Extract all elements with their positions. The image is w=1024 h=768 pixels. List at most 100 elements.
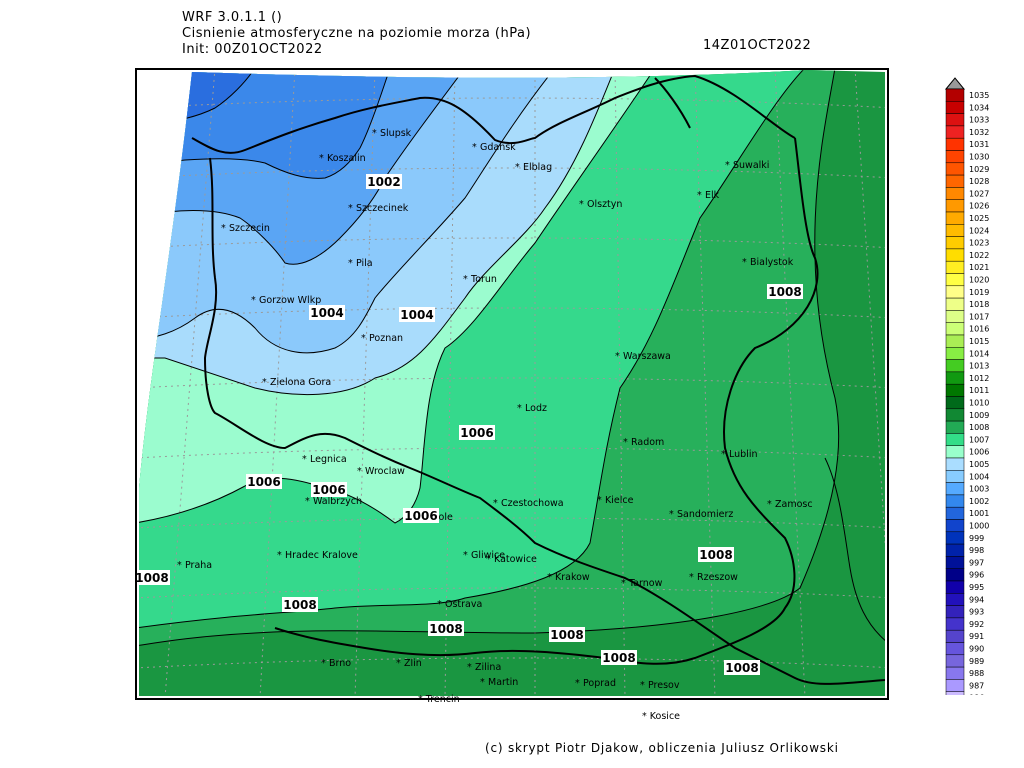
legend-swatch xyxy=(945,273,965,287)
legend-swatch xyxy=(945,174,965,188)
city-koszalin: * Koszalin xyxy=(319,153,366,164)
legend-label: 993 xyxy=(969,608,984,617)
svg-text:1008: 1008 xyxy=(725,661,758,675)
isobar-value-labels: 1002 1004 1004 1006 1006 1006 1006 1008 … xyxy=(137,174,803,675)
legend-swatch xyxy=(945,654,965,668)
legend-swatch xyxy=(945,187,965,200)
legend-swatch xyxy=(945,211,965,225)
svg-text:*: * xyxy=(579,199,584,210)
svg-text:*: * xyxy=(472,142,477,153)
city-elblag: * Elblag xyxy=(515,162,552,173)
city-szczecin: * Szczecin xyxy=(221,223,270,234)
svg-text:*: * xyxy=(721,449,726,460)
legend-label: 1013 xyxy=(969,362,989,371)
city-zielona-gora: * Zielona Gora xyxy=(262,377,331,388)
legend-swatch xyxy=(945,224,965,237)
svg-text:1006: 1006 xyxy=(247,475,280,489)
legend-label: 990 xyxy=(969,645,984,654)
svg-text:Elk: Elk xyxy=(705,190,720,201)
legend-swatch xyxy=(945,642,965,656)
isobar-label: 1008 xyxy=(428,621,464,636)
city-tarnow: * Tarnow xyxy=(621,578,663,589)
svg-text:*: * xyxy=(396,658,401,669)
city-trencin: * Trencin xyxy=(418,694,460,705)
legend-swatch xyxy=(945,556,965,569)
svg-text:1002: 1002 xyxy=(367,175,400,189)
legend-label: 1018 xyxy=(969,300,989,309)
legend-swatch xyxy=(945,88,965,102)
legend-swatch xyxy=(945,297,965,311)
legend-swatch xyxy=(945,506,965,520)
svg-text:Szczecin: Szczecin xyxy=(229,223,270,234)
svg-text:Poznan: Poznan xyxy=(369,333,403,344)
svg-text:*: * xyxy=(372,128,377,139)
svg-text:*: * xyxy=(357,466,362,477)
city-bialystok: * Bialystok xyxy=(742,257,794,268)
city-szczecinek: * Szczecinek xyxy=(348,203,409,214)
isobar-label: 1008 xyxy=(137,570,170,585)
legend-swatch xyxy=(945,137,965,151)
svg-text:*: * xyxy=(348,203,353,214)
city-brno: * Brno xyxy=(321,658,351,669)
city-ostrava: * Ostrava xyxy=(437,599,482,610)
city-presov: * Presov xyxy=(640,680,680,691)
legend-swatch xyxy=(945,629,965,643)
city-poznan: * Poznan xyxy=(361,333,403,344)
city-katowice: * Katowice xyxy=(486,554,537,565)
svg-text:Tarnow: Tarnow xyxy=(628,578,663,589)
svg-text:*: * xyxy=(623,437,628,448)
svg-text:1008: 1008 xyxy=(602,651,635,665)
city-poprad: * Poprad xyxy=(575,678,616,689)
svg-text:*: * xyxy=(177,560,182,571)
credit-line: (c) skrypt Piotr Djakow, obliczenia Juli… xyxy=(485,741,839,755)
legend-swatch xyxy=(945,383,965,397)
model-title: WRF 3.0.1.1 () xyxy=(182,10,283,25)
legend-swatch xyxy=(945,125,965,139)
isobar-label: 1008 xyxy=(549,627,585,642)
svg-text:*: * xyxy=(277,550,282,561)
svg-text:*: * xyxy=(493,498,498,509)
city-zlin: * Zlin xyxy=(396,658,422,669)
city-wroclaw: * Wroclaw xyxy=(357,466,405,477)
svg-text:*: * xyxy=(767,499,772,510)
svg-text:Suwalki: Suwalki xyxy=(733,160,769,171)
svg-text:*: * xyxy=(302,454,307,465)
legend-label: 1014 xyxy=(969,349,989,358)
legend-swatch xyxy=(945,396,965,410)
legend-swatch xyxy=(945,482,965,496)
legend-label: 996 xyxy=(969,571,984,580)
city-zilina: * Zilina xyxy=(467,662,501,673)
legend-label: 1034 xyxy=(969,103,989,112)
svg-text:Zilina: Zilina xyxy=(475,662,501,673)
legend-swatch xyxy=(945,347,965,360)
svg-text:Warszawa: Warszawa xyxy=(623,351,671,362)
city-suwalki: * Suwalki xyxy=(725,160,769,171)
isobar-label: 1008 xyxy=(767,284,803,299)
city-olsztyn: * Olsztyn xyxy=(579,199,622,210)
legend-label: 1006 xyxy=(969,448,989,457)
svg-text:1008: 1008 xyxy=(768,285,801,299)
legend-swatch xyxy=(945,605,965,619)
city-warszawa: * Warszawa xyxy=(615,351,671,362)
legend-swatch xyxy=(945,150,965,164)
svg-text:*: * xyxy=(361,333,366,344)
legend-label: 1032 xyxy=(969,128,989,137)
legend-label: 1012 xyxy=(969,374,989,383)
svg-text:1004: 1004 xyxy=(400,308,433,322)
svg-text:1008: 1008 xyxy=(699,548,732,562)
city-slupsk: * Slupsk xyxy=(372,128,412,139)
city-walbrzych: * Walbrzych xyxy=(305,496,362,507)
legend-label: 1005 xyxy=(969,460,989,469)
legend-label: 1007 xyxy=(969,435,989,444)
legend-swatch xyxy=(945,445,965,459)
svg-text:*: * xyxy=(319,153,324,164)
svg-text:Radom: Radom xyxy=(631,437,664,448)
legend-swatch xyxy=(945,359,965,373)
borders-coast xyxy=(191,74,886,685)
pressure-map: * Slupsk * Gdansk * Koszalin * Elblag * Szcze… xyxy=(137,70,886,696)
legend-swatch xyxy=(945,433,965,446)
legend-label: 1024 xyxy=(969,226,989,235)
legend-label: 986 xyxy=(969,694,984,695)
legend-max-arrow xyxy=(945,77,966,90)
isobar-label: 1008 xyxy=(698,547,734,562)
